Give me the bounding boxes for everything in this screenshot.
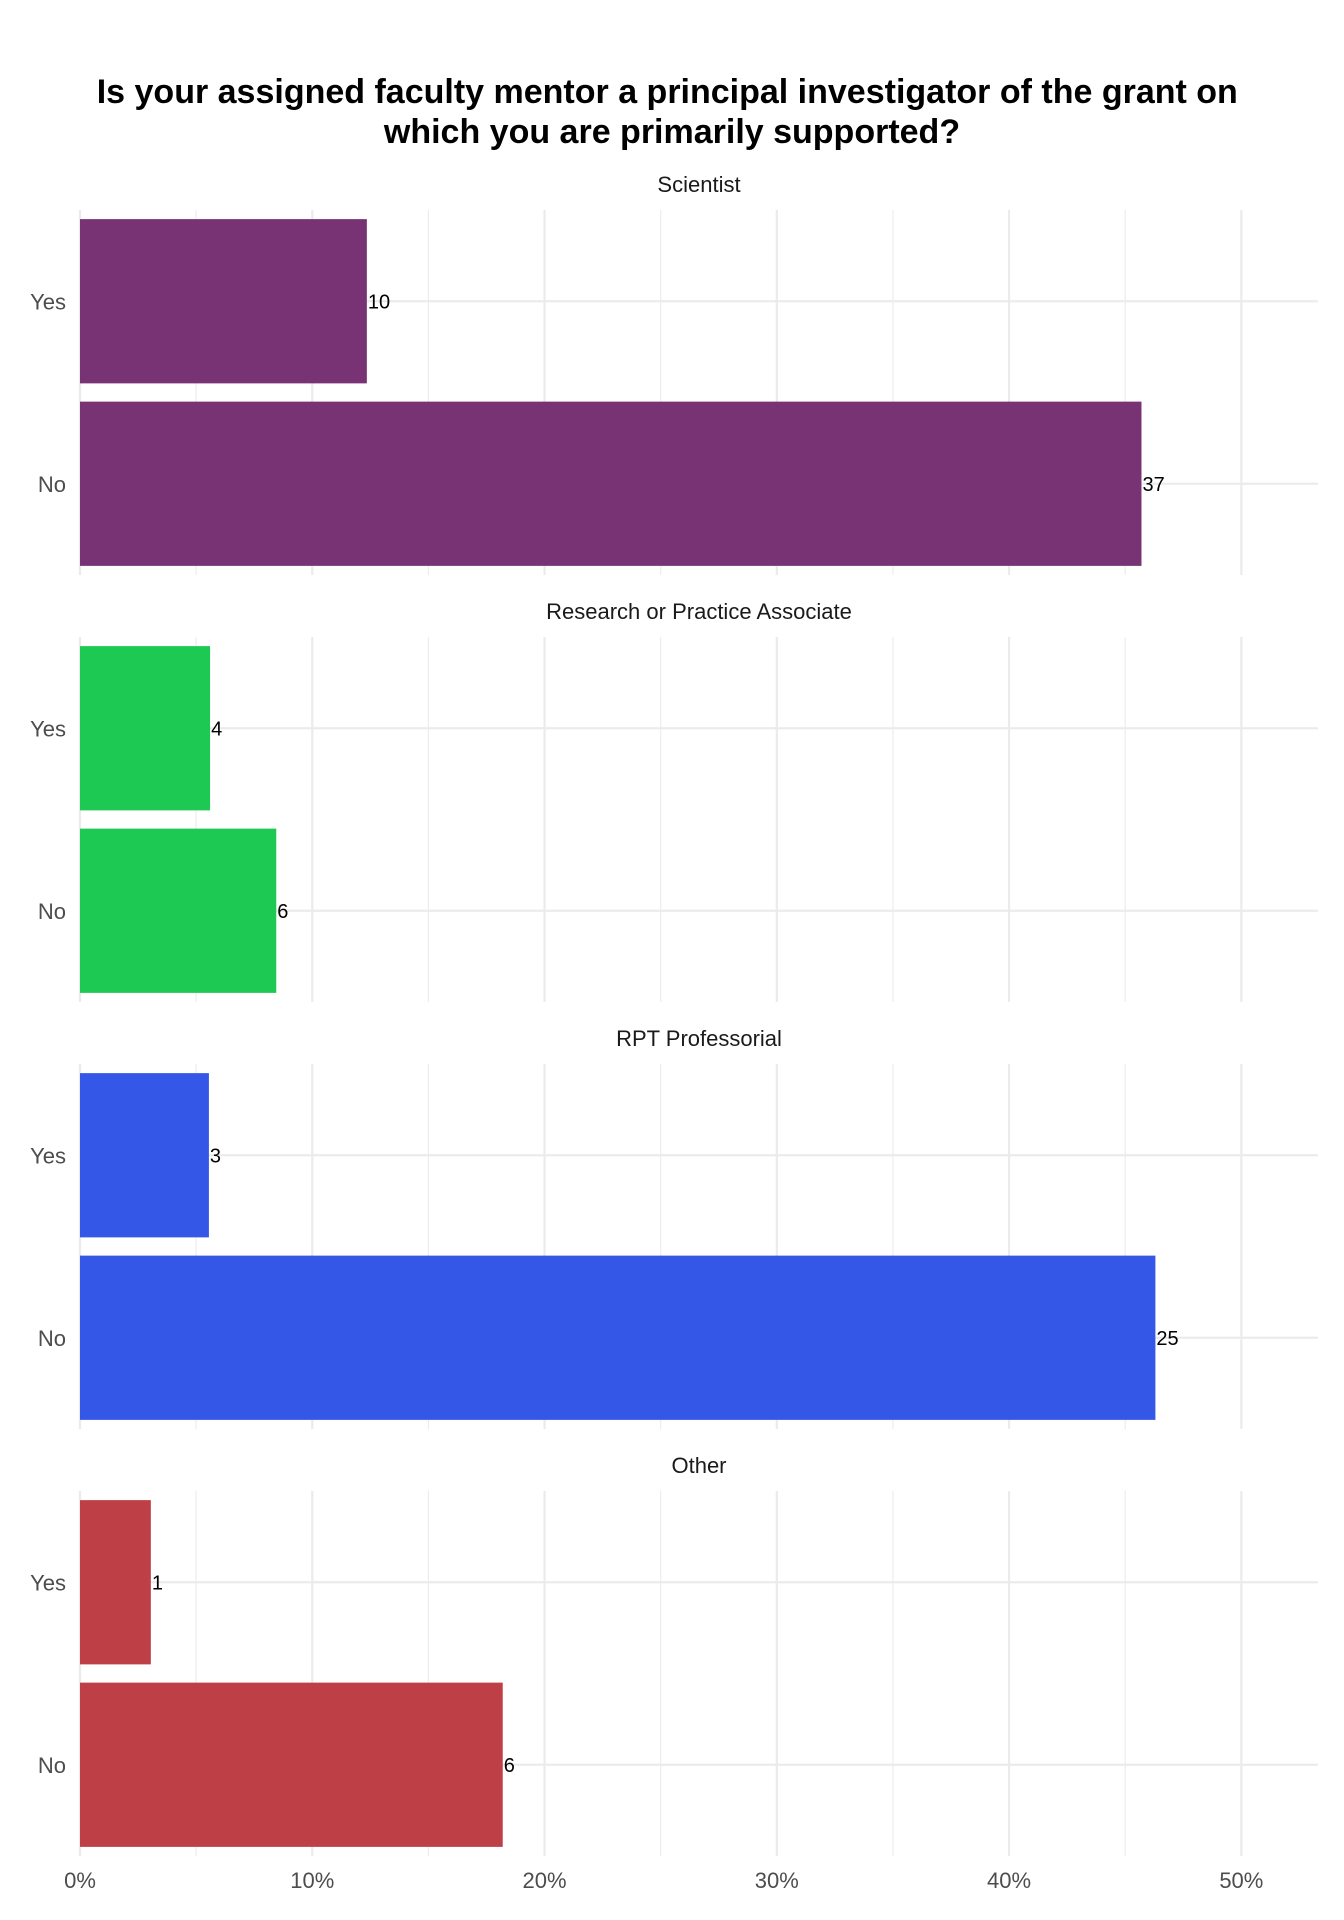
data-label: 25 <box>1156 1328 1178 1350</box>
x-tick-label: 30% <box>755 1868 799 1893</box>
category-label: No <box>38 1753 66 1778</box>
x-tick-label: 0% <box>64 1868 96 1893</box>
x-tick-label: 20% <box>523 1868 567 1893</box>
facet-panels: Scientist Yes 10 No 37 Research or Practice A… <box>30 172 1318 1893</box>
bar <box>80 219 367 384</box>
facet-label: Scientist <box>657 172 740 197</box>
chart-title-line-1: Is your assigned faculty mentor a princi… <box>97 73 1238 111</box>
data-label: 37 <box>1142 474 1164 496</box>
facet-panel: Other Yes 1 No 6 <box>30 1453 1318 1856</box>
x-tick-label: 50% <box>1219 1868 1263 1893</box>
facet-panel: Research or Practice Associate Yes 4 No 6 <box>30 599 1318 1002</box>
data-label: 6 <box>504 1755 515 1777</box>
bar <box>80 1255 1156 1420</box>
chart-title: Is your assigned faculty mentor a princi… <box>97 73 1248 151</box>
category-label: No <box>38 1326 66 1351</box>
facet-panel: RPT Professorial Yes 3 No 25 <box>30 1026 1318 1429</box>
bar <box>80 828 277 993</box>
bar <box>80 401 1142 566</box>
data-label: 4 <box>211 718 222 740</box>
data-label: 3 <box>210 1145 221 1167</box>
facet-label: Research or Practice Associate <box>546 599 852 624</box>
facet-label: Other <box>671 1453 726 1478</box>
category-label: Yes <box>30 1143 66 1168</box>
bar <box>80 646 211 811</box>
category-label: Yes <box>30 289 66 314</box>
data-label: 10 <box>368 291 390 313</box>
category-label: Yes <box>30 716 66 741</box>
bar <box>80 1073 209 1238</box>
facet-label: RPT Professorial <box>616 1026 782 1051</box>
category-label: Yes <box>30 1570 66 1595</box>
data-label: 1 <box>152 1572 163 1594</box>
category-label: No <box>38 472 66 497</box>
facet-panel: Scientist Yes 10 No 37 <box>30 172 1318 575</box>
data-label: 6 <box>277 901 288 923</box>
bar <box>80 1682 503 1847</box>
chart-title-line-2: which you are primarily supported? <box>383 113 960 151</box>
x-tick-label: 40% <box>987 1868 1031 1893</box>
x-tick-label: 10% <box>290 1868 334 1893</box>
bar <box>80 1500 151 1665</box>
category-label: No <box>38 899 66 924</box>
